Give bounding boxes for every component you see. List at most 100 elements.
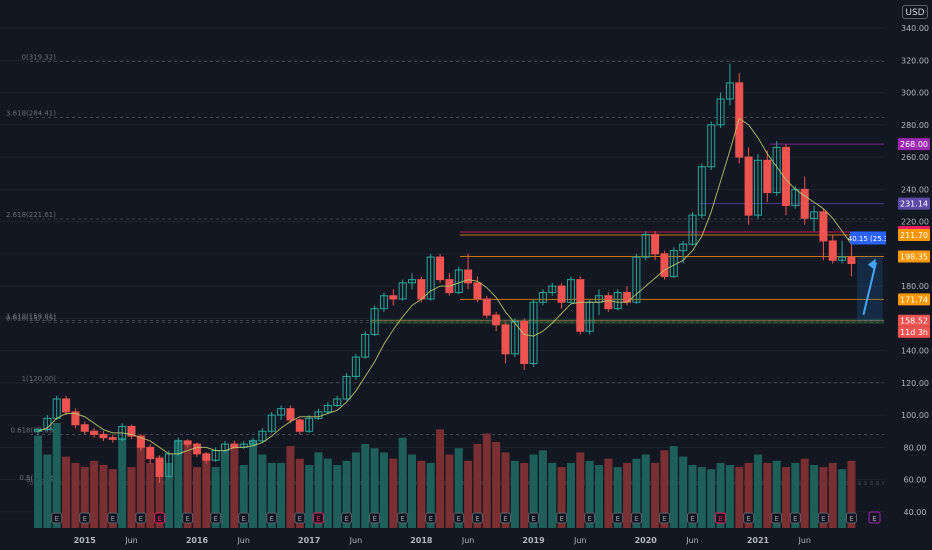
candle-body: [753, 159, 762, 216]
y-tick-label: 260.00: [901, 153, 929, 162]
volume-bar: [632, 458, 641, 528]
candle-body: [557, 285, 566, 303]
volume-bar: [464, 460, 473, 528]
candle-body: [744, 156, 753, 216]
earnings-icon: [612, 512, 624, 524]
volume-bar: [426, 462, 435, 528]
earnings-label: E: [54, 515, 58, 523]
price-tag-label: 158.52: [900, 317, 928, 326]
volume-bar: [342, 460, 351, 528]
x-tick-label: 2021: [747, 536, 770, 545]
currency-badge[interactable]: USD: [902, 5, 928, 19]
candle-body: [800, 188, 809, 219]
volume-bar: [370, 448, 379, 528]
x-tick-label: 2019: [522, 536, 545, 545]
candle-body: [810, 211, 819, 219]
candle-body: [295, 419, 304, 432]
earnings-label: E: [774, 515, 778, 523]
earnings-label: E: [746, 515, 750, 523]
volume-bar: [436, 429, 445, 528]
earnings-label: E: [457, 515, 461, 523]
earnings-label: E: [503, 515, 507, 523]
earnings-icon: [789, 512, 801, 524]
candle-body: [333, 398, 342, 406]
earnings-icon: [51, 512, 63, 524]
fib-label: 1.618(158.81): [6, 312, 56, 320]
fib-label: 2.618(221.61): [6, 211, 56, 219]
candle-body: [520, 321, 529, 365]
volume-bar: [847, 460, 856, 528]
volume-bar: [221, 450, 229, 528]
volume-bar: [295, 458, 304, 528]
volume-bar: [155, 456, 164, 528]
candle-body: [71, 411, 80, 426]
earnings-label: E: [690, 515, 694, 523]
earnings-label: E: [428, 515, 432, 523]
candle-body: [510, 321, 519, 355]
earnings-icon: [238, 512, 250, 524]
candle-body: [146, 446, 155, 460]
candle-body: [127, 425, 136, 437]
volume-bar: [361, 444, 370, 528]
earnings-icon: [687, 512, 698, 524]
volume-bar: [127, 467, 136, 528]
candle-body: [716, 98, 725, 126]
volume-bar: [445, 454, 454, 528]
earnings-icon: [453, 512, 465, 524]
price-tag: [898, 250, 930, 263]
price-axis[interactable]: 340.00 320.00 300.00 280.00 260.00 240.00 220.…: [886, 0, 932, 550]
earnings-icon: [425, 512, 437, 524]
volume-bar: [258, 454, 267, 528]
time-axis[interactable]: 2015 Jun 2016 Jun 2017 Jun 2018 Jun 2019 Jun 2020 J…: [74, 536, 811, 545]
volume-bar: [828, 462, 837, 528]
price-tag-label: 211.70: [900, 231, 928, 240]
volume-bar: [249, 439, 258, 528]
candle-body: [436, 256, 445, 281]
earnings-label: E: [821, 515, 825, 523]
candle-body: [651, 233, 660, 255]
earnings-icon: [369, 512, 381, 524]
y-tick-label: 240.00: [901, 185, 929, 194]
volume-bar: [267, 462, 276, 528]
volume-bar: [230, 444, 239, 528]
candle-body: [604, 295, 613, 310]
volume-bar: [398, 437, 407, 528]
volume-bar: [43, 454, 52, 528]
axis-bg: [886, 0, 932, 550]
volume-bar: [202, 458, 211, 528]
volume-bar: [576, 452, 585, 528]
earnings-icon: [341, 512, 353, 524]
volume-bar: [810, 465, 819, 528]
candle-body: [492, 314, 501, 326]
volume-bar: [80, 467, 89, 528]
candle-body: [679, 243, 688, 252]
earnings-icon: [294, 512, 306, 524]
candle-body: [277, 408, 286, 416]
candle-body: [136, 435, 145, 448]
candle-body: [828, 240, 837, 261]
volume-bar: [239, 465, 248, 528]
candle-body: [473, 282, 482, 300]
x-tick-label: 2015: [74, 536, 97, 545]
y-tick-label: 300.00: [901, 89, 929, 98]
volume-bar: [90, 460, 99, 528]
candle-body: [632, 256, 641, 303]
volume-bar: [763, 462, 772, 528]
candle-body: [847, 256, 856, 265]
volume-bar: [286, 446, 295, 528]
earnings-label: E: [298, 515, 302, 523]
candle-body: [80, 424, 89, 432]
earnings-icon: [584, 512, 596, 524]
candle-body: [623, 292, 632, 303]
volume-bar: [482, 433, 491, 528]
x-tick-label: Jun: [124, 536, 138, 545]
measure-arrow: [862, 262, 877, 315]
volume-bar: [192, 467, 201, 528]
y-tick-label: 40.00: [904, 508, 927, 517]
volume-bar: [819, 467, 828, 528]
volume-bar: [566, 462, 575, 528]
volume-bar: [454, 448, 463, 528]
candle-body: [379, 295, 388, 310]
